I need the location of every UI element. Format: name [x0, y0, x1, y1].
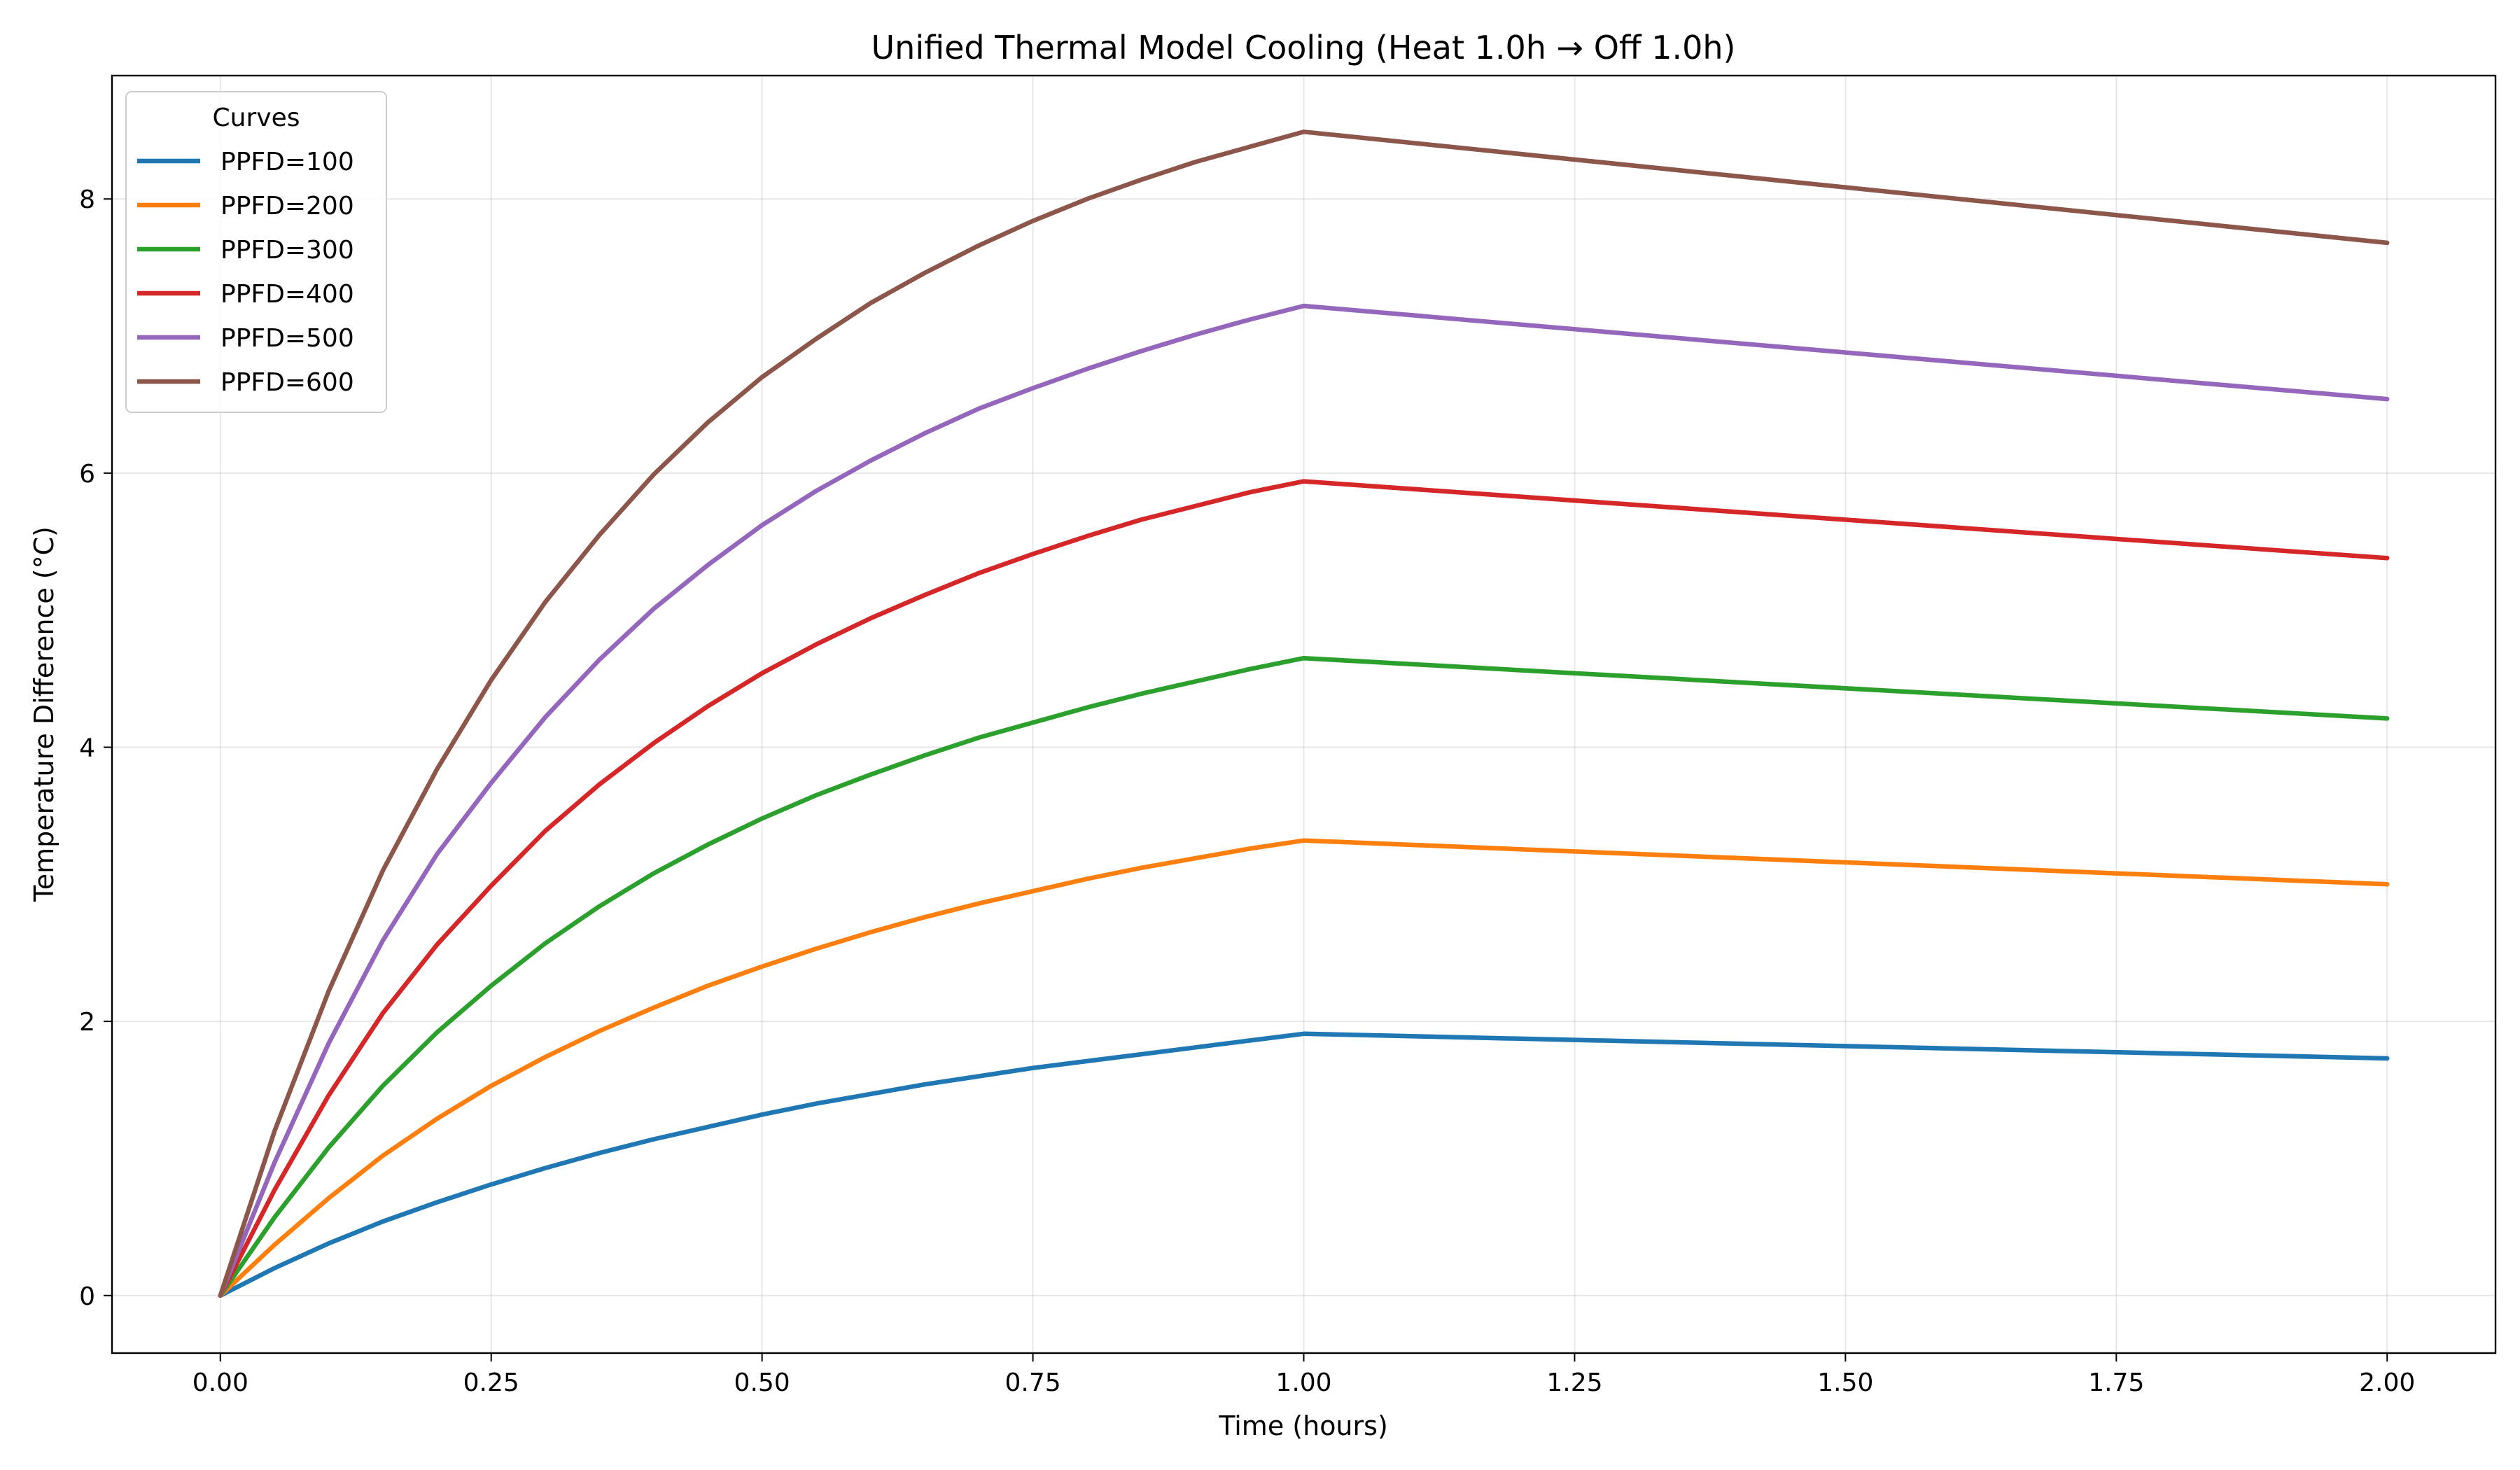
y-tick-label: 6	[79, 460, 95, 489]
y-tick-label: 0	[79, 1282, 95, 1311]
x-axis-label: Time (hours)	[1218, 1410, 1388, 1441]
y-axis-label: Temperature Difference (°C)	[29, 526, 59, 902]
legend-label-ppfd-300: PPFD=300	[220, 236, 354, 265]
x-axis-ticks: 0.00 0.25 0.50 0.75 1.00 1.25 1.50 1.75 2.00	[192, 1353, 2415, 1397]
series-line-ppfd-200	[218, 838, 2390, 1298]
series-line-ppfd-400	[218, 479, 2390, 1298]
legend-items: PPFD=100 PPFD=200 PPFD=300 PPFD=400 PPFD=500…	[137, 148, 354, 397]
x-tick-label: 1.75	[2088, 1368, 2144, 1397]
y-tick-label: 2	[79, 1008, 95, 1037]
chart-title: Unified Thermal Model Cooling (Heat 1.0h…	[872, 29, 1736, 66]
y-tick-label: 8	[79, 186, 95, 214]
x-tick-label: 0.25	[463, 1368, 519, 1397]
y-axis-ticks: 0 2 4 6 8	[79, 186, 112, 1311]
x-tick-label: 0.75	[1004, 1368, 1060, 1397]
legend-label-ppfd-400: PPFD=400	[220, 280, 354, 309]
series-line-ppfd-100	[218, 1031, 2390, 1298]
legend-label-ppfd-200: PPFD=200	[220, 192, 354, 220]
x-tick-label: 0.00	[192, 1368, 248, 1397]
y-tick-label: 4	[79, 734, 95, 762]
x-tick-label: 0.50	[734, 1368, 790, 1397]
legend-title: Curves	[213, 104, 300, 132]
legend-box	[125, 91, 387, 413]
x-tick-label: 1.00	[1275, 1368, 1331, 1397]
x-tick-label: 2.00	[2359, 1368, 2415, 1397]
x-tick-label: 1.25	[1546, 1368, 1602, 1397]
legend-label-ppfd-500: PPFD=500	[220, 324, 354, 353]
legend-label-ppfd-100: PPFD=100	[220, 148, 354, 176]
legend-label-ppfd-600: PPFD=600	[220, 368, 354, 397]
series-line-ppfd-300	[218, 655, 2390, 1298]
series-line-ppfd-600	[218, 130, 2390, 1298]
legend: Curves PPFD=100PPFD=200PPFD=300PPFD=400P…	[125, 91, 387, 413]
grid-lines	[112, 76, 2496, 1353]
x-tick-label: 1.50	[1817, 1368, 1873, 1397]
series-line-ppfd-500	[218, 303, 2390, 1298]
data-series	[218, 130, 2390, 1298]
